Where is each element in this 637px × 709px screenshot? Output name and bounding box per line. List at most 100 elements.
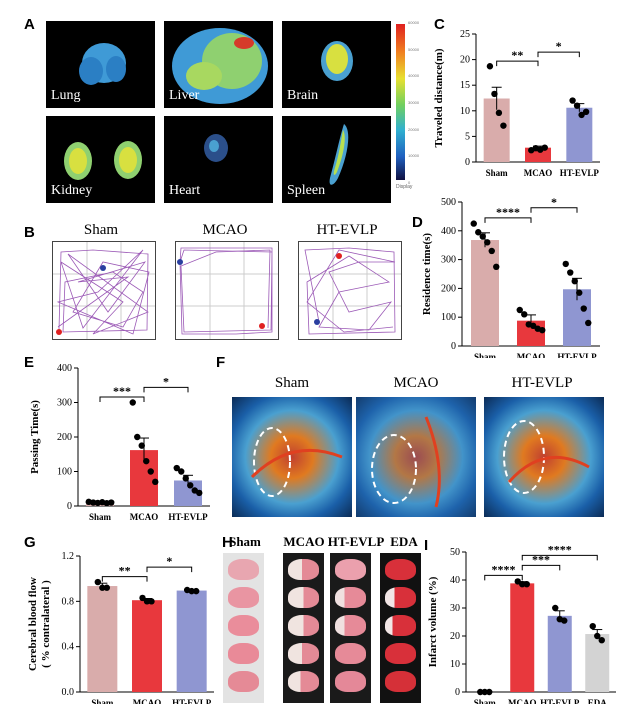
y-axis-label: Residence time(s) — [421, 233, 433, 316]
flow-image-mcao — [356, 397, 476, 517]
significance-bracket — [99, 396, 145, 402]
y-tick-label: 500 — [441, 197, 456, 208]
flow-image-sham — [232, 397, 352, 517]
colorbar-tick: 0 — [408, 179, 411, 185]
data-point — [594, 632, 601, 640]
significance-label: ** — [119, 564, 131, 578]
organ-image-liver: Liver — [164, 21, 273, 108]
significance-label: **** — [496, 205, 520, 219]
x-tick-label: EDA — [588, 698, 608, 704]
data-point — [173, 464, 180, 472]
data-point — [196, 489, 203, 497]
data-point — [516, 306, 523, 314]
track-title-mcao: MCAO — [202, 222, 248, 238]
data-point — [562, 260, 569, 268]
data-point — [99, 584, 106, 591]
data-point — [598, 637, 605, 644]
y-tick-label: 100 — [441, 312, 456, 323]
data-point — [470, 220, 477, 227]
data-point — [475, 229, 482, 236]
data-point — [488, 247, 495, 255]
organ-caption: Heart — [169, 183, 201, 198]
data-point — [578, 111, 585, 119]
data-point — [519, 581, 526, 588]
significance-bracket — [101, 576, 148, 582]
significance-bracket — [143, 386, 189, 393]
data-point — [486, 63, 494, 70]
ttc-strip-htevlp — [330, 553, 371, 703]
data-point — [580, 305, 587, 312]
significance-label: **** — [492, 562, 516, 576]
y-axis-label: Infarct volume (%) — [427, 576, 439, 667]
x-tick-label: Sham — [486, 168, 509, 178]
x-tick-label: HT-EVLP — [560, 168, 600, 178]
y-tick-label: 50 — [450, 547, 460, 558]
organ-image-heart: Heart — [164, 116, 273, 203]
track-title-htevlp: HT-EVLP — [316, 222, 378, 238]
y-tick-label: 0.0 — [62, 687, 75, 698]
y-tick-label: 20 — [450, 631, 460, 642]
data-point — [491, 90, 498, 98]
y-axis-label: Traveled distance(m) — [433, 48, 445, 147]
y-tick-label: 400 — [57, 363, 72, 374]
organ-caption: Lung — [51, 88, 81, 103]
data-point — [493, 263, 500, 270]
x-tick-label: HT-EVLP — [172, 698, 212, 704]
data-point — [148, 598, 155, 605]
flow-title-htevlp: HT-EVLP — [511, 375, 573, 391]
track-plot-mcao — [175, 241, 279, 340]
data-point — [192, 587, 200, 595]
data-point — [582, 108, 590, 116]
data-point — [152, 478, 159, 486]
flow-image-htevlp — [484, 397, 604, 517]
data-point — [178, 468, 185, 475]
y-tick-label: 300 — [441, 255, 456, 266]
data-point — [129, 399, 136, 406]
y-tick-label: 0.4 — [62, 642, 75, 653]
x-tick-label: MCAO — [130, 512, 159, 522]
x-tick-label: Sham — [474, 698, 497, 704]
data-point — [143, 457, 150, 465]
y-axis-label: Cerebral blood flow — [27, 577, 39, 671]
data-point — [571, 278, 578, 285]
y-tick-label: 25 — [460, 29, 470, 40]
bar-ht-evlp — [547, 615, 572, 692]
y-tick-label: 100 — [57, 467, 72, 478]
data-point — [481, 688, 488, 696]
significance-bracket — [496, 60, 539, 67]
y-tick-label: 0 — [455, 687, 460, 698]
data-point — [500, 122, 507, 129]
data-point — [585, 319, 592, 327]
y-tick-label: 10 — [450, 659, 460, 670]
data-point — [147, 468, 154, 475]
x-tick-label: Sham — [91, 698, 114, 704]
x-tick-label: MCAO — [133, 698, 162, 704]
panel-label-c: C — [434, 16, 445, 33]
data-point — [484, 239, 491, 246]
chart-residence-time: 0 100 200 300 400 500 Residence time(s) Sham MCA… — [421, 196, 600, 358]
colorbar-ticks: 60000 50000 40000 30000 20000 10000 0 — [408, 20, 419, 185]
colorbar-tick: 10000 — [408, 153, 420, 159]
significance-bracket — [521, 554, 598, 561]
ttc-title-mcao: MCAO — [283, 534, 325, 549]
x-tick-label: HT-EVLP — [168, 512, 208, 522]
bar-sham — [471, 240, 499, 346]
y-tick-label: 1.2 — [62, 551, 75, 562]
data-point — [573, 102, 581, 109]
track-plot-sham — [52, 241, 156, 340]
y-axis-label: Passing Time(s) — [29, 400, 41, 474]
panel-label-b: B — [24, 224, 35, 241]
bar-sham — [87, 586, 118, 692]
data-point — [567, 269, 574, 276]
chart-cerebral-blood-flow: 0.0 0.4 0.8 1.2 Cerebral blood flow( % contr… — [27, 551, 214, 704]
bar-mcao — [132, 600, 162, 692]
x-tick-label: MCAO — [517, 352, 546, 358]
x-tick-label: MCAO — [524, 168, 553, 178]
colorbar-tick: 40000 — [408, 73, 420, 79]
colorbar-tick: 50000 — [408, 46, 420, 52]
significance-bracket — [484, 574, 523, 581]
data-point — [539, 326, 546, 334]
flow-title-mcao: MCAO — [393, 375, 439, 391]
y-tick-label: 5 — [465, 131, 470, 142]
organ-image-lung: Lung — [46, 21, 155, 108]
